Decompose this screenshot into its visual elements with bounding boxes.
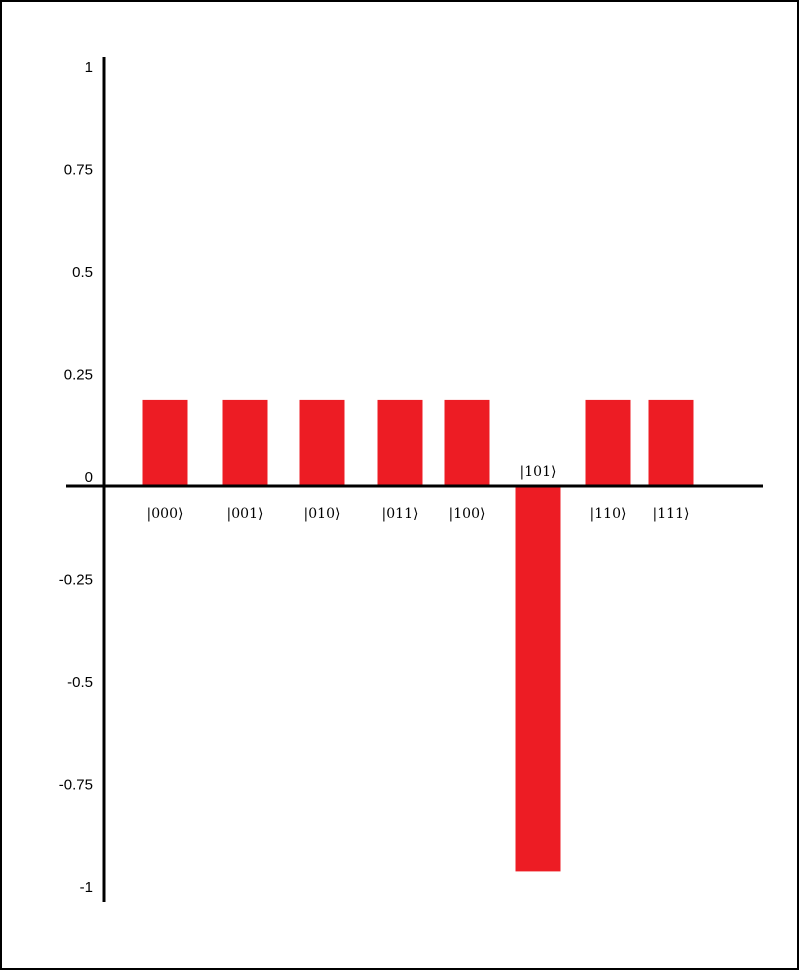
bar bbox=[299, 399, 345, 486]
bar bbox=[444, 399, 490, 486]
category-label: |100⟩ bbox=[449, 506, 486, 522]
bars bbox=[142, 399, 694, 872]
category-label: |110⟩ bbox=[590, 506, 627, 522]
bar bbox=[648, 399, 694, 486]
y-tick-label: -0.75 bbox=[59, 777, 93, 794]
category-label: |010⟩ bbox=[304, 506, 341, 522]
bar bbox=[515, 486, 561, 872]
category-label: |111⟩ bbox=[653, 506, 690, 522]
y-tick-label: -0.25 bbox=[59, 572, 93, 589]
y-tick-labels: 1 0.75 0.5 0.25 0 -0.25 -0.5 -0.75 -1 bbox=[59, 59, 93, 896]
y-tick-label: 0.75 bbox=[64, 162, 93, 179]
category-label: |011⟩ bbox=[382, 506, 419, 522]
bar bbox=[222, 399, 268, 486]
y-tick-label: -0.5 bbox=[67, 674, 93, 691]
category-label: |101⟩ bbox=[520, 464, 557, 480]
y-tick-label: 0.5 bbox=[72, 264, 93, 281]
category-label: |000⟩ bbox=[147, 506, 184, 522]
bar bbox=[377, 399, 423, 486]
category-labels: |000⟩ |001⟩ |010⟩ |011⟩ |100⟩ |101⟩ |110⟩ |111⟩ bbox=[147, 464, 690, 522]
bar bbox=[142, 399, 188, 486]
bar bbox=[585, 399, 631, 486]
y-tick-label: 0.25 bbox=[64, 367, 93, 384]
category-label: |001⟩ bbox=[227, 506, 264, 522]
y-tick-label: -1 bbox=[80, 879, 93, 896]
y-tick-label: 1 bbox=[85, 59, 93, 76]
y-tick-label: 0 bbox=[85, 469, 93, 486]
